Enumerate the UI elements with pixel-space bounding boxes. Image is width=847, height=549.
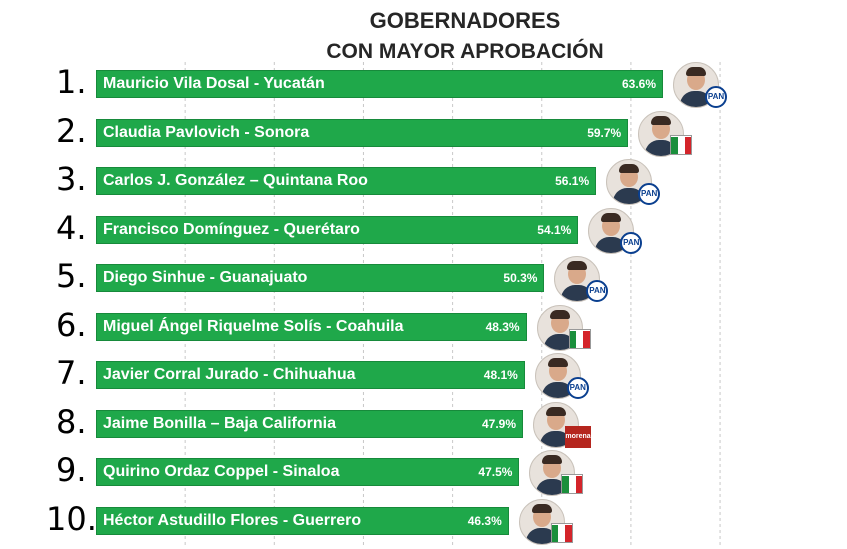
- pri-logo-bands: [671, 136, 692, 154]
- bar: Carlos J. González – Quintana Roo 56.1%: [96, 167, 597, 195]
- bar-label: Francisco Domínguez - Querétaro: [103, 220, 360, 238]
- photo-body: [540, 430, 573, 447]
- rank-number: 9.: [56, 451, 87, 489]
- pri-logo-bands: [562, 476, 583, 493]
- bar-value-label: 63.6%: [621, 77, 656, 91]
- bar-label: Claudia Pavlovich - Sonora: [103, 123, 310, 141]
- bar: Diego Sinhue - Guanajuato 50.3%: [96, 264, 545, 292]
- photo-body: [645, 139, 678, 156]
- bar-value-label: 56.1%: [555, 174, 590, 188]
- pri-logo-icon: [670, 134, 693, 155]
- bar-value-label: 47.5%: [478, 465, 513, 479]
- bar-value-label: 48.1%: [483, 368, 518, 382]
- photo-hair: [601, 212, 622, 222]
- pri-logo-bands: [551, 524, 572, 542]
- photo-body: [595, 236, 628, 253]
- pri-logo-icon: [550, 522, 573, 543]
- rank-number: 6.: [56, 305, 87, 344]
- rank-number: 3.: [56, 160, 87, 198]
- bar-value-label: 46.3%: [467, 513, 502, 528]
- bar-label: Mauricio Vila Dosal - Yucatán: [103, 75, 325, 92]
- bar-value-label: 54.1%: [537, 222, 572, 237]
- bar-value-label: 47.9%: [482, 416, 517, 431]
- bar: Javier Corral Jurado - Chihuahua 48.1%: [96, 361, 525, 389]
- governor-photo-icon: [518, 498, 565, 545]
- bar: Mauricio Vila Dosal - Yucatán 63.6%: [96, 70, 663, 98]
- bar-value-label: 48.3%: [485, 319, 520, 334]
- pri-logo-bands: [569, 330, 590, 348]
- photo-body: [543, 333, 576, 350]
- photo-hair: [547, 358, 568, 367]
- bar-label: Héctor Astudillo Flores - Guerrero: [103, 511, 362, 529]
- bar-label: Quirino Ordaz Coppel - Sinaloa: [103, 463, 340, 480]
- photo-hair: [567, 261, 588, 270]
- photo-body: [541, 382, 574, 398]
- photo-hair: [531, 503, 552, 513]
- photo-hair: [686, 67, 706, 76]
- rank-number: 2.: [56, 111, 87, 150]
- pan-logo-icon: PAN: [638, 183, 661, 205]
- bar-label: Jaime Bonilla – Baja California: [103, 414, 336, 432]
- bar-value-label: 59.7%: [587, 125, 622, 140]
- pan-logo-icon: PAN: [566, 377, 589, 399]
- photo-hair: [549, 309, 570, 319]
- bar-label: Javier Corral Jurado - Chihuahua: [103, 366, 356, 383]
- photo-body: [536, 479, 569, 495]
- bar: Quirino Ordaz Coppel - Sinaloa 47.5%: [96, 458, 520, 486]
- rank-number: 10.: [46, 499, 97, 538]
- bar: Miguel Ángel Riquelme Solís - Coahuila 48…: [96, 312, 527, 341]
- pri-logo-icon: [561, 474, 584, 494]
- rank-number: 7.: [56, 354, 87, 392]
- rank-number: 5.: [56, 257, 87, 295]
- photo-hair: [619, 164, 640, 173]
- rank-number: 1.: [56, 63, 87, 101]
- photo-hair: [651, 115, 672, 125]
- bar-label: Carlos J. González – Quintana Roo: [103, 172, 368, 189]
- bar: Claudia Pavlovich - Sonora 59.7%: [96, 118, 629, 147]
- photo-hair: [542, 455, 563, 464]
- rank-number: 8.: [56, 402, 87, 441]
- chart-subtitle: CON MAYOR APROBACIÓN: [326, 40, 604, 63]
- bar: Jaime Bonilla – Baja California 47.9%: [96, 409, 524, 438]
- photo-body: [525, 527, 558, 544]
- morena-logo-icon: morena: [565, 425, 592, 448]
- bar-label: Diego Sinhue - Guanajuato: [103, 269, 308, 286]
- pan-logo-icon: PAN: [705, 86, 727, 108]
- photo-body: [561, 285, 594, 301]
- bar-value-label: 50.3%: [503, 271, 538, 285]
- photo-hair: [546, 406, 567, 416]
- photo-body: [680, 91, 712, 107]
- photo-body: [613, 188, 646, 204]
- pri-logo-icon: [568, 328, 591, 349]
- governor-photo-icon: [529, 450, 576, 496]
- governor-photo-icon: [638, 110, 685, 157]
- pan-logo-icon: PAN: [620, 231, 643, 254]
- bar: Héctor Astudillo Flores - Guerrero 46.3%: [96, 506, 509, 535]
- bar-label: Miguel Ángel Riquelme Solís - Coahuila: [103, 317, 404, 335]
- chart-title: GOBERNADORES: [369, 8, 561, 33]
- bar: Francisco Domínguez - Querétaro 54.1%: [96, 215, 579, 244]
- governor-photo-icon: [536, 304, 583, 351]
- rank-number: 4.: [56, 208, 87, 247]
- pan-logo-icon: PAN: [586, 280, 609, 302]
